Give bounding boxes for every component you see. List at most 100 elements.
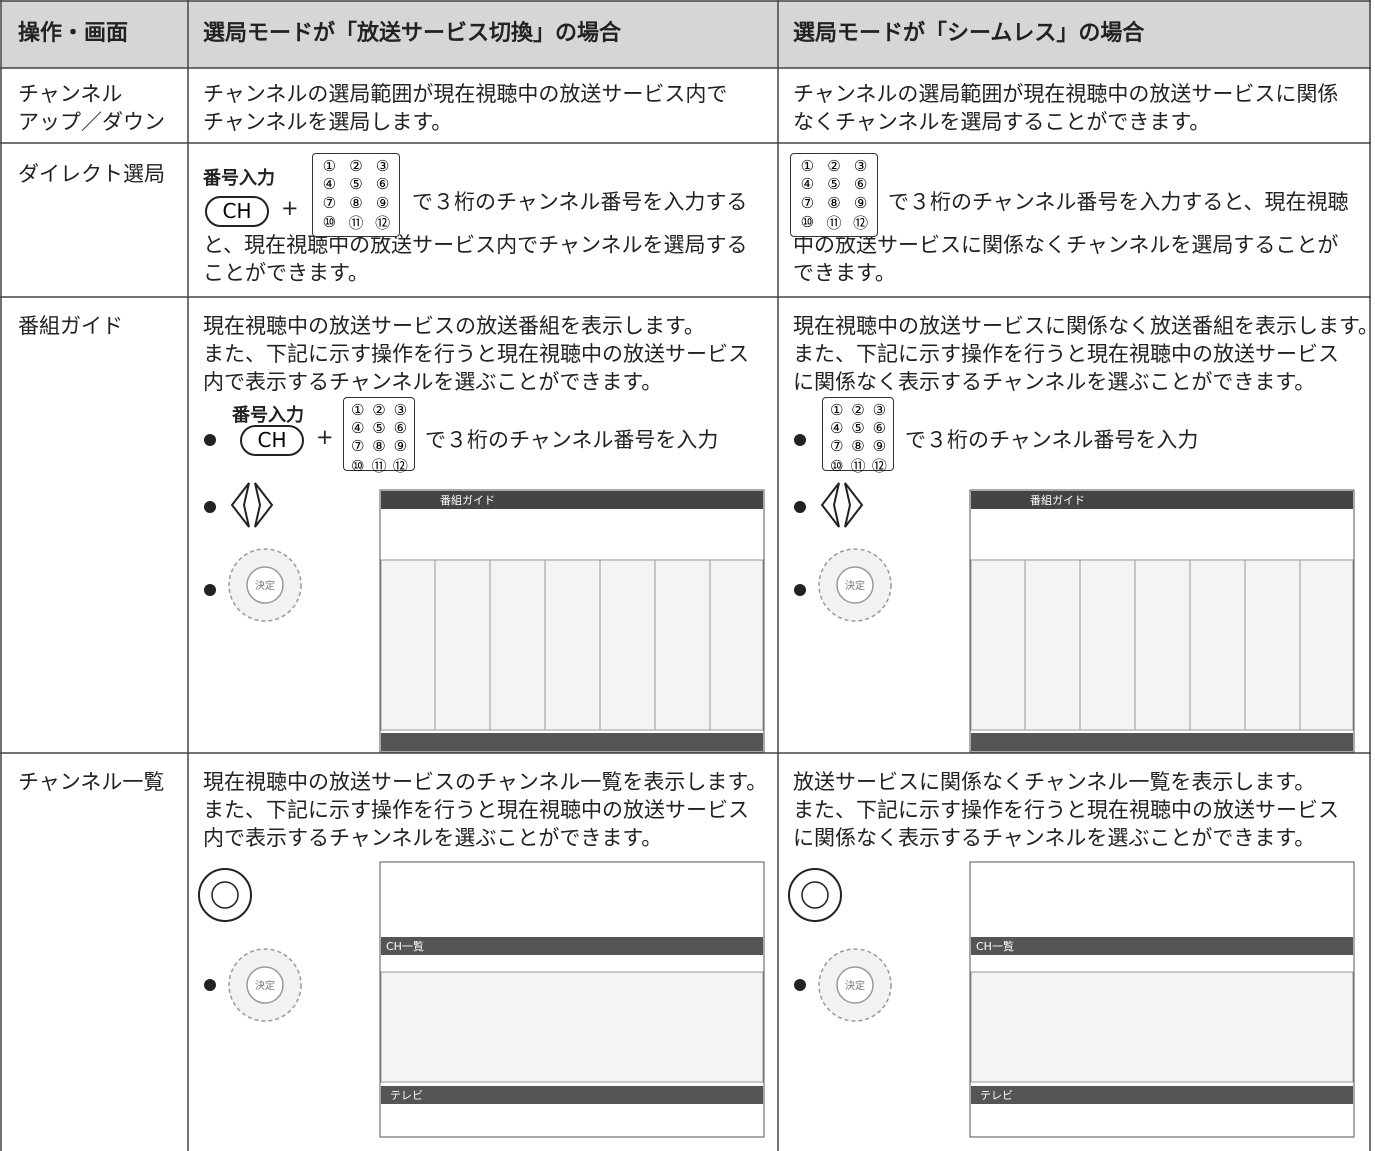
guide-screen: 番組ガイド bbox=[379, 489, 765, 753]
bullet bbox=[794, 979, 806, 991]
key: ⑤ bbox=[827, 175, 841, 194]
key-right bbox=[844, 482, 864, 528]
cell-text: 現在視聴中の放送サービスのチャンネル一覧を表示します。 bbox=[203, 770, 768, 794]
key: ③ bbox=[872, 401, 887, 419]
key: ⑪ bbox=[850, 457, 866, 475]
cell-text: できます。 bbox=[793, 261, 896, 285]
cell-text: に関係なく表示するチャンネルを選ぶことができます。 bbox=[793, 370, 1316, 394]
cell-text: チャンネルの選局範囲が現在視聴中の放送サービスに関係 bbox=[793, 82, 1339, 106]
cell-text: また、下記に示す操作を行うと現在視聴中の放送サービス bbox=[203, 798, 749, 822]
key: ⑨ bbox=[393, 437, 408, 455]
cell-text: チャンネルを選局します。 bbox=[203, 110, 453, 134]
enter-label: 決定 bbox=[845, 979, 865, 992]
key: ② bbox=[827, 157, 841, 176]
cell-text: 内で表示するチャンネルを選ぶことができます。 bbox=[203, 826, 663, 850]
bullet bbox=[794, 434, 806, 446]
screen-title: 番組ガイド bbox=[1030, 494, 1085, 507]
cell-text: 中の放送サービスに関係なくチャンネルを選局することが bbox=[793, 233, 1339, 257]
key: ② bbox=[349, 157, 363, 176]
key-text: で３桁のチャンネル番号を入力 bbox=[425, 428, 719, 452]
enter-label: 決定 bbox=[845, 579, 865, 592]
screen-footer bbox=[971, 733, 1353, 751]
left-right-keys bbox=[230, 482, 274, 528]
key: ⑫ bbox=[853, 213, 869, 232]
bullet bbox=[794, 501, 806, 513]
key: ⑩ bbox=[800, 213, 815, 232]
key: ⑨ bbox=[853, 193, 868, 212]
key: ⑧ bbox=[349, 193, 363, 212]
screen-header bbox=[971, 491, 1353, 509]
key: ⑧ bbox=[851, 437, 865, 455]
cell-text: また、下記に示す操作を行うと現在視聴中の放送サービス bbox=[203, 342, 749, 366]
key: ⑥ bbox=[393, 419, 408, 437]
row-label: チャンネル bbox=[18, 82, 123, 106]
row-label: アップ／ダウン bbox=[18, 110, 165, 134]
key: ⑦ bbox=[829, 437, 844, 455]
list-area bbox=[970, 971, 1354, 1083]
enter-label: 決定 bbox=[255, 579, 275, 592]
key: ⑩ bbox=[829, 456, 844, 475]
cell-text: 現在視聴中の放送サービスの放送番組を表示します。 bbox=[203, 314, 705, 338]
bullet bbox=[204, 434, 216, 446]
key: ⑩ bbox=[322, 213, 337, 232]
key: ① bbox=[322, 157, 337, 176]
list-area bbox=[380, 971, 764, 1083]
bullet bbox=[204, 584, 216, 596]
key: ④ bbox=[800, 175, 815, 194]
arrow-pad bbox=[788, 868, 842, 922]
key: ① bbox=[350, 401, 365, 419]
key: ⑥ bbox=[375, 175, 390, 194]
cell-text: また、下記に示す操作を行うと現在視聴中の放送サービス bbox=[793, 342, 1339, 366]
key: ⑦ bbox=[800, 193, 815, 212]
footer-label: テレビ bbox=[980, 1089, 1013, 1102]
header-cell: 選局モードが「シームレス」の場合 bbox=[793, 21, 1145, 46]
key-text: で３桁のチャンネル番号を入力すると、現在視聴 bbox=[888, 190, 1349, 214]
enter-pad: 決定 bbox=[818, 548, 892, 622]
key: ⑪ bbox=[348, 213, 364, 232]
arrow-pad bbox=[198, 868, 252, 922]
key: ④ bbox=[350, 419, 365, 437]
cell-text: チャンネルの選局範囲が現在視聴中の放送サービス内で bbox=[203, 82, 728, 106]
key: ⑤ bbox=[851, 419, 865, 437]
enter-pad: 決定 bbox=[818, 948, 892, 1022]
keypad-caption: 番号入力 bbox=[232, 405, 304, 426]
ch-button: CH bbox=[240, 425, 304, 456]
key: ⑫ bbox=[871, 457, 887, 475]
cell-text: 放送サービスに関係なくチャンネル一覧を表示します。 bbox=[793, 770, 1316, 794]
pad-center bbox=[836, 966, 874, 1004]
screen-title: CH一覧 bbox=[386, 939, 424, 953]
bullet bbox=[204, 979, 216, 991]
key: ② bbox=[851, 401, 865, 419]
key: ⑧ bbox=[827, 193, 841, 212]
bullet bbox=[794, 584, 806, 596]
row-label: 番組ガイド bbox=[18, 314, 123, 338]
key: ⑪ bbox=[371, 457, 387, 475]
footer-label: テレビ bbox=[390, 1089, 423, 1102]
screen-footer bbox=[381, 1086, 763, 1104]
header-cell: 選局モードが「放送サービス切換」の場合 bbox=[203, 21, 622, 46]
cell-text: ことができます。 bbox=[203, 261, 369, 285]
screen-title: CH一覧 bbox=[976, 939, 1014, 953]
cell-text: と、現在視聴中の放送サービス内でチャンネルを選局する bbox=[203, 233, 748, 257]
key: ③ bbox=[853, 157, 868, 176]
key-right bbox=[254, 482, 274, 528]
key: ② bbox=[372, 401, 386, 419]
key: ⑦ bbox=[350, 437, 365, 455]
key: ⑤ bbox=[372, 419, 386, 437]
key: ⑨ bbox=[872, 437, 887, 455]
screen-footer bbox=[971, 1086, 1353, 1104]
screen-header bbox=[971, 937, 1353, 955]
enter-label: 決定 bbox=[255, 979, 275, 992]
cell-text: なくチャンネルを選局することができます。 bbox=[793, 110, 1211, 134]
key: ⑥ bbox=[872, 419, 887, 437]
row-label: チャンネル一覧 bbox=[18, 770, 165, 794]
key: ④ bbox=[829, 419, 844, 437]
plus: + bbox=[316, 425, 334, 449]
